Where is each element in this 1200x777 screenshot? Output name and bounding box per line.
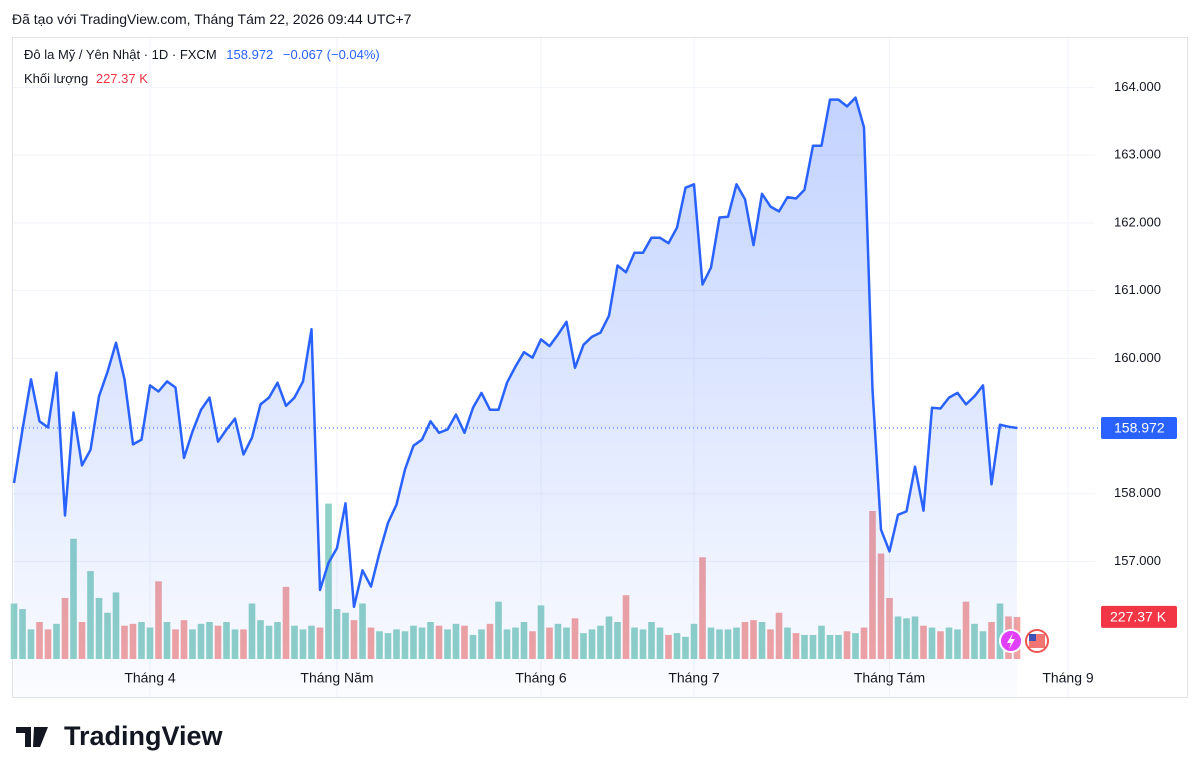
logo-mark — [16, 727, 48, 747]
y-tick-label: 163.000 — [1114, 147, 1161, 162]
volume-last: 227.37 K — [95, 71, 148, 86]
y-tick-label: 162.000 — [1114, 214, 1161, 229]
last-price-box — [1101, 416, 1177, 439]
price-plot — [12, 96, 1100, 698]
event-icons — [999, 629, 1049, 653]
last-price: 158.972 — [226, 47, 274, 62]
volume-name: Khối lượng — [24, 71, 89, 86]
brand-name: TradingView — [64, 721, 224, 751]
y-tick-label: 160.000 — [1114, 350, 1161, 365]
symbol-header: Đô la Mỹ / Yên Nhật · 1D · FXCM 158.972 … — [24, 47, 380, 62]
credit: Đã tạo với TradingView.com, Tháng Tám 22… — [12, 11, 412, 27]
last-volume-label: 227.37 K — [1110, 609, 1167, 625]
x-tick-label: Tháng Tám — [854, 670, 925, 686]
logo-dot — [34, 727, 40, 733]
brand-logo: TradingView — [16, 721, 224, 751]
y-tick-label: 157.000 — [1114, 553, 1161, 568]
y-tick-label: 164.000 — [1114, 79, 1161, 94]
event-icon-glyph — [1007, 633, 1015, 649]
x-tick-label: Tháng 6 — [515, 670, 567, 686]
price-area — [14, 97, 1017, 698]
price-line — [12, 96, 1018, 609]
symbol-name: Đô la Mỹ / Yên Nhật · 1D · FXCM — [24, 47, 217, 62]
last-price-label: 158.972 — [1114, 420, 1165, 436]
x-tick-label: Tháng 9 — [1042, 670, 1094, 686]
price-change: −0.067 (−0.04%) — [282, 47, 380, 62]
y-tick-label: 161.000 — [1114, 282, 1161, 297]
event-icon-flag — [1029, 634, 1036, 641]
x-tick-label: Tháng 4 — [124, 670, 176, 686]
x-tick-label: Tháng Năm — [300, 670, 373, 686]
last-volume-box — [1101, 605, 1177, 628]
x-tick-label: Tháng 7 — [668, 670, 720, 686]
axes: 157.000158.000159.000160.000161.000162.0… — [124, 79, 1177, 686]
chart-frame — [12, 37, 1188, 698]
y-tick-label: 158.000 — [1114, 485, 1161, 500]
volume-header: Khối lượng 227.37 K — [24, 71, 148, 86]
